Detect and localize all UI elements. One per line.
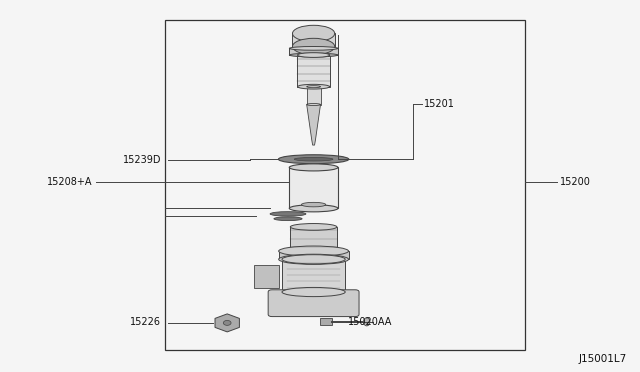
Bar bbox=[282, 259, 345, 292]
FancyBboxPatch shape bbox=[268, 290, 359, 317]
Ellipse shape bbox=[289, 205, 338, 212]
Text: 15239D: 15239D bbox=[123, 155, 161, 165]
Bar bbox=[298, 55, 330, 87]
Bar bbox=[255, 265, 279, 288]
Ellipse shape bbox=[289, 164, 338, 171]
Ellipse shape bbox=[274, 217, 302, 221]
Text: J15001L7: J15001L7 bbox=[579, 354, 627, 364]
Ellipse shape bbox=[282, 288, 345, 296]
Ellipse shape bbox=[289, 53, 338, 57]
Ellipse shape bbox=[291, 224, 337, 230]
Ellipse shape bbox=[289, 46, 338, 50]
Bar bbox=[289, 48, 338, 55]
Ellipse shape bbox=[270, 212, 306, 216]
Ellipse shape bbox=[294, 157, 333, 161]
Ellipse shape bbox=[278, 254, 349, 264]
Bar bbox=[289, 167, 338, 208]
Bar bbox=[165, 20, 525, 350]
Ellipse shape bbox=[307, 86, 321, 88]
Ellipse shape bbox=[364, 318, 370, 326]
Bar bbox=[320, 318, 332, 325]
Ellipse shape bbox=[292, 25, 335, 42]
Bar bbox=[278, 251, 349, 259]
Ellipse shape bbox=[301, 202, 326, 207]
Polygon shape bbox=[307, 105, 321, 145]
Ellipse shape bbox=[282, 255, 345, 264]
Ellipse shape bbox=[298, 53, 330, 57]
Ellipse shape bbox=[278, 155, 349, 164]
Bar bbox=[307, 87, 321, 105]
Ellipse shape bbox=[223, 320, 231, 326]
Bar bbox=[292, 33, 335, 46]
Ellipse shape bbox=[307, 103, 321, 106]
Ellipse shape bbox=[292, 38, 335, 55]
Text: 15020AA: 15020AA bbox=[348, 317, 392, 327]
Text: 15208+A: 15208+A bbox=[47, 177, 93, 187]
Ellipse shape bbox=[298, 84, 330, 89]
Ellipse shape bbox=[291, 248, 337, 254]
Text: 15201: 15201 bbox=[424, 99, 455, 109]
Bar bbox=[291, 227, 337, 251]
Polygon shape bbox=[215, 314, 239, 332]
Text: 15200: 15200 bbox=[560, 177, 591, 187]
Ellipse shape bbox=[278, 246, 349, 256]
Text: 15226: 15226 bbox=[131, 317, 161, 327]
